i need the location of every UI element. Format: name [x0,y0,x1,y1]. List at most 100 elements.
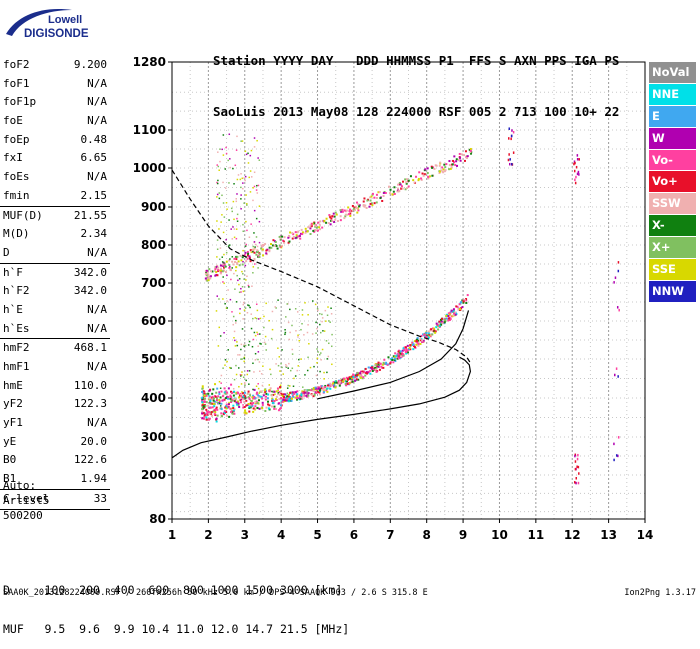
echo-point [289,231,292,234]
echo-point [261,407,264,410]
echo-point [231,238,234,240]
legend-item-nne: NNE [649,83,696,105]
echo-point [244,395,247,398]
echo-point [377,361,380,364]
echo-point [219,148,221,150]
echo-point [268,389,271,392]
echo-point [230,278,232,281]
echo-point [315,391,318,394]
echo-point [357,203,360,206]
echo-point [311,333,314,335]
echo-point [261,401,264,404]
echo-point [260,390,263,393]
echo-point [235,237,238,240]
echo-point [333,381,336,384]
echo-point [265,302,267,305]
echo-point [512,130,515,134]
echo-point [427,336,430,339]
echo-point [268,408,271,411]
echo-point [284,333,286,336]
echo-point [237,404,240,407]
echo-point [264,335,267,338]
echo-point [239,178,242,181]
echo-point [300,232,303,235]
echo-point [222,231,225,234]
echo-point [240,383,243,385]
echo-point [285,399,288,402]
echo-point [400,185,403,188]
echo-point [224,168,227,170]
echo-point [223,262,226,265]
echo-point [257,399,260,402]
echo-point [229,158,231,160]
echo-point [222,154,225,156]
echo-point [253,232,255,234]
echo-point [222,263,225,266]
echo-point [382,191,385,194]
echo-point [464,150,467,153]
echo-point [317,387,320,390]
echo-point [281,235,284,238]
echo-point [403,349,406,352]
echo-point [322,330,324,332]
echo-point [316,386,319,389]
scaled-parameters-panel: foF2 9.200 foF1 N/A foF1p N/A foE N/A foEp 0.48 fx… [0,56,110,510]
echo-point [346,213,349,216]
echo-point [220,269,222,272]
legend-item-noval: NoVal [649,62,696,83]
echo-point [203,394,206,397]
echo-point [318,388,321,391]
param-name: foE [3,114,23,128]
echo-point [332,383,335,386]
echo-point [455,160,458,163]
file-info: SAA0K_2013128224000.RSF / 260fx256h 50 k… [3,588,428,598]
echo-point [223,282,225,285]
echo-point [378,368,381,371]
echo-point [258,241,261,244]
echo-point [202,390,205,393]
echo-point [574,453,577,457]
echo-point [294,231,297,234]
echo-point [251,396,254,399]
echo-point [318,223,321,226]
echo-point [319,323,321,326]
echo-point [216,295,218,297]
echo-point [230,392,233,395]
echo-point [374,366,377,369]
x-tick-label: 5 [313,528,321,542]
echo-point [243,254,246,257]
echo-point [297,365,300,367]
echo-point [275,245,278,248]
echo-point [286,392,289,395]
echo-point [246,311,249,314]
param-name: B0 [3,453,17,467]
echo-point [316,327,318,330]
echo-point [405,182,408,185]
echo-point [354,205,357,208]
echo-point [256,139,258,142]
echo-point [230,411,233,414]
echo-point [331,333,333,336]
echo-point [383,358,386,361]
echo-point [258,256,261,259]
echo-point [222,367,224,369]
echo-point [287,234,290,237]
echo-point [289,391,292,394]
echo-point [230,407,233,410]
echo-point [220,402,223,405]
echo-point [576,465,578,469]
param-name: hmF1 [3,360,30,373]
echo-point [268,404,271,407]
echo-point [429,335,432,338]
echo-point [235,393,237,395]
echo-point [252,250,254,253]
echo-point [257,267,259,269]
echo-point [242,187,244,190]
echo-point [375,201,378,204]
echo-point [239,312,241,315]
echo-point [281,349,283,351]
echo-point [311,393,314,396]
echo-point [222,269,225,272]
legend-item-ssw: SSW [649,193,696,215]
echo-point [233,228,236,230]
